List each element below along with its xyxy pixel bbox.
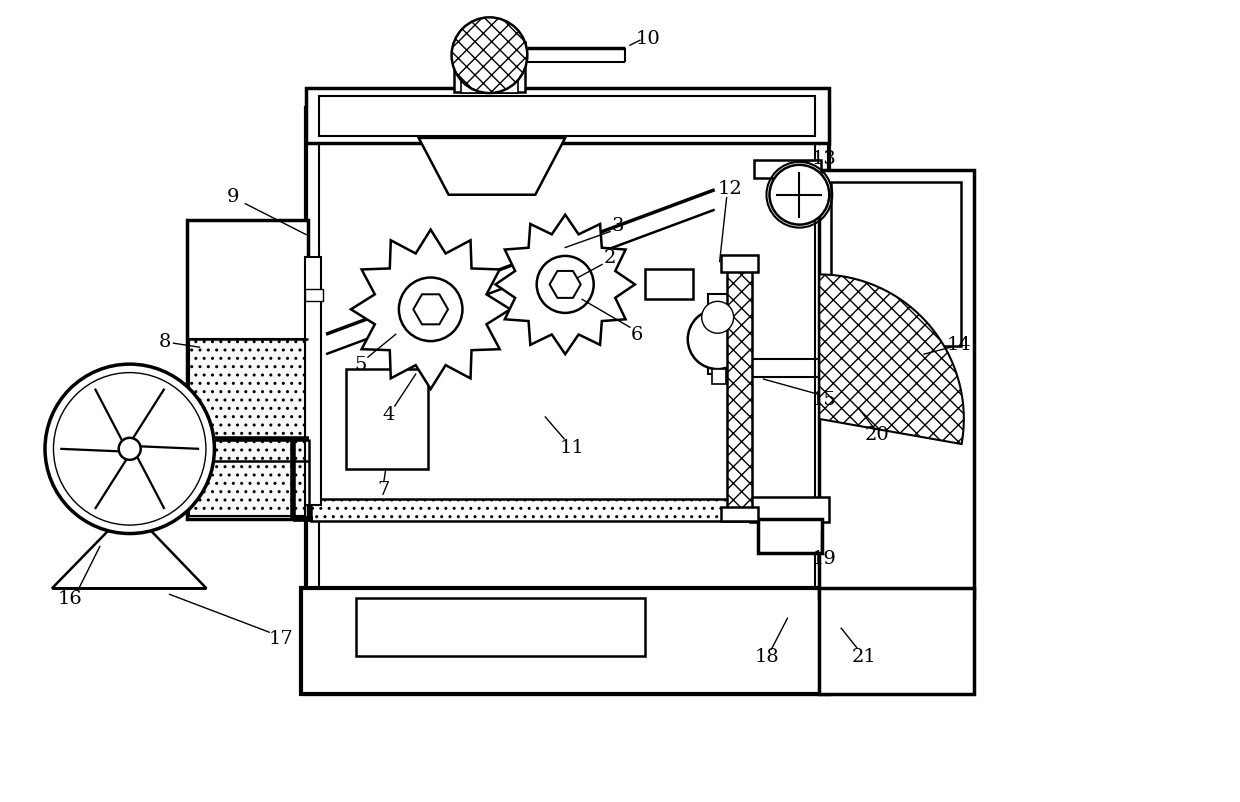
Bar [754,160,821,179]
Polygon shape [419,139,565,196]
Text: 20: 20 [864,425,889,444]
Polygon shape [549,272,580,298]
Bar [306,89,830,144]
Text: 8: 8 [159,333,171,350]
Text: 17: 17 [269,630,294,647]
Text: 7: 7 [378,480,391,498]
Text: 14: 14 [946,336,971,354]
Bar [306,109,830,694]
Text: 3: 3 [611,217,624,234]
Text: 16: 16 [57,589,82,608]
Circle shape [119,438,140,460]
Bar [820,171,973,598]
Text: 10: 10 [636,30,660,48]
Text: 21: 21 [852,647,877,666]
Bar [712,370,725,385]
Polygon shape [413,295,448,325]
Bar [720,255,758,273]
Circle shape [45,365,215,534]
Bar [356,598,645,656]
Bar [319,121,816,691]
Text: 11: 11 [559,438,584,456]
Bar [319,97,816,137]
Text: 6: 6 [631,326,644,344]
Bar [305,290,324,302]
Bar [831,183,961,346]
Bar [301,589,830,694]
Text: 5: 5 [355,355,367,374]
Bar [460,56,518,94]
Text: 9: 9 [227,188,239,205]
Text: 2: 2 [604,249,616,267]
Bar [305,258,321,505]
Bar [186,221,308,519]
Bar [190,340,305,516]
Text: 12: 12 [717,180,742,197]
Polygon shape [52,509,206,589]
Bar [311,499,820,521]
Circle shape [770,165,830,225]
Circle shape [399,278,463,342]
Circle shape [451,18,527,94]
Bar [346,370,428,469]
Text: 19: 19 [812,549,837,568]
Text: 18: 18 [755,647,780,666]
Bar [758,519,822,553]
Bar [720,507,758,521]
Bar [645,270,693,300]
Bar [749,497,830,522]
Circle shape [688,310,748,370]
Bar [727,270,751,509]
Polygon shape [496,216,635,354]
Text: 4: 4 [383,406,396,423]
Text: 13: 13 [812,150,837,168]
Bar [708,295,728,375]
Text: 15: 15 [812,391,837,408]
Circle shape [537,257,594,314]
Bar [454,43,526,93]
Polygon shape [351,230,511,390]
Circle shape [702,302,734,334]
Polygon shape [820,275,963,444]
Bar [820,589,973,694]
